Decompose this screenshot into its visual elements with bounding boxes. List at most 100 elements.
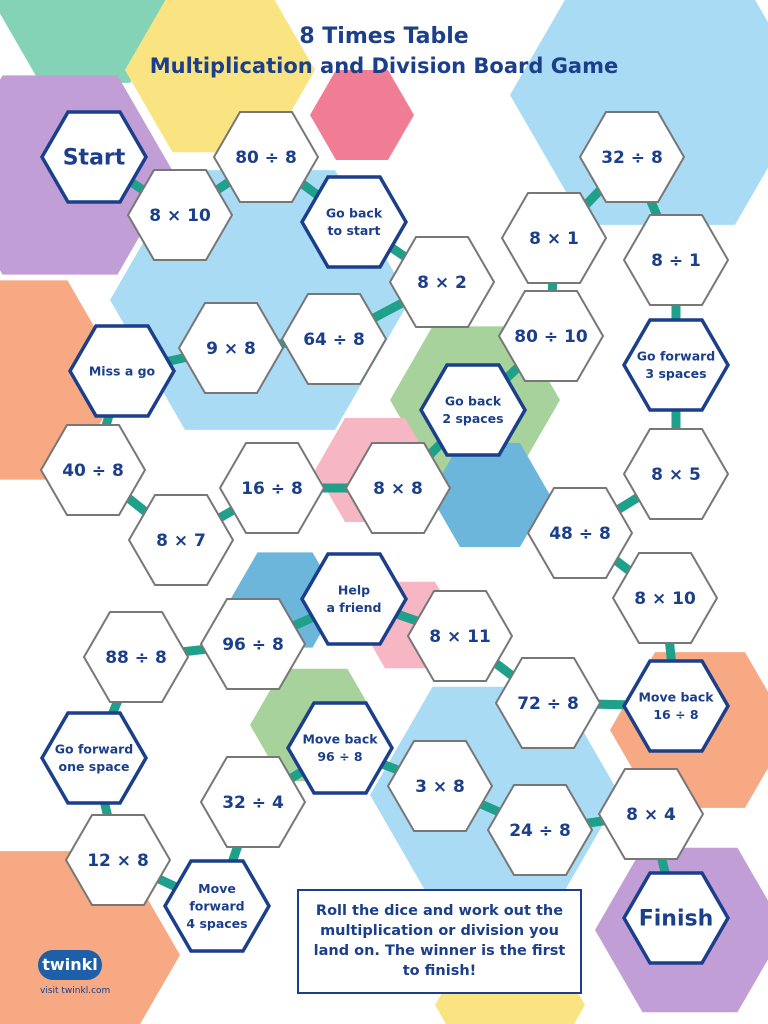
board-space: 8 × 10 bbox=[126, 169, 234, 261]
board-space: 96 ÷ 8 bbox=[199, 598, 307, 690]
space-label: Go back to start bbox=[326, 206, 383, 239]
space-hexagon bbox=[622, 214, 730, 306]
board-space: Move back 96 ÷ 8 bbox=[285, 701, 395, 795]
space-label: 80 ÷ 8 bbox=[235, 148, 297, 168]
space-label: Go back 2 spaces bbox=[442, 394, 503, 427]
board-space: 88 ÷ 8 bbox=[82, 611, 190, 703]
space-hexagon bbox=[162, 859, 272, 953]
space-label: 32 ÷ 8 bbox=[601, 148, 663, 168]
space-hexagon bbox=[418, 363, 528, 457]
board-space: 32 ÷ 4 bbox=[199, 756, 307, 848]
space-hexagon bbox=[64, 814, 172, 906]
space-label: 32 ÷ 4 bbox=[222, 793, 284, 813]
board-space: 8 × 1 bbox=[500, 192, 608, 284]
space-label: 80 ÷ 10 bbox=[514, 327, 588, 347]
board-space: 80 ÷ 10 bbox=[497, 290, 605, 382]
space-hexagon bbox=[486, 784, 594, 876]
board-space: 8 ÷ 1 bbox=[622, 214, 730, 306]
space-label: Finish bbox=[639, 907, 714, 932]
board-space: 24 ÷ 8 bbox=[486, 784, 594, 876]
space-label: 8 × 11 bbox=[429, 627, 491, 647]
space-label: 8 ÷ 1 bbox=[651, 251, 701, 271]
space-label: 3 × 8 bbox=[415, 777, 465, 797]
space-hexagon bbox=[67, 324, 177, 418]
board-space: 8 × 10 bbox=[611, 552, 719, 644]
board-space: 64 ÷ 8 bbox=[280, 293, 388, 385]
board-space: Go forward 3 spaces bbox=[621, 318, 731, 412]
board-space: Miss a go bbox=[67, 324, 177, 418]
board-space: Finish bbox=[621, 871, 731, 965]
board-space: Help a friend bbox=[299, 552, 409, 646]
board-space: 8 × 4 bbox=[597, 768, 705, 860]
space-label: Move back 96 ÷ 8 bbox=[302, 732, 378, 765]
space-label: 8 × 8 bbox=[373, 479, 423, 499]
space-label: Move back 16 ÷ 8 bbox=[638, 690, 714, 723]
board-space: 32 ÷ 8 bbox=[578, 111, 686, 203]
space-hexagon bbox=[386, 740, 494, 832]
space-hexagon bbox=[621, 318, 731, 412]
space-hexagon bbox=[621, 659, 731, 753]
space-hexagon bbox=[621, 871, 731, 965]
space-hexagon bbox=[299, 175, 409, 269]
space-label: Go forward one space bbox=[55, 742, 134, 775]
space-hexagon bbox=[344, 442, 452, 534]
board-space: 16 ÷ 8 bbox=[218, 442, 326, 534]
board-space: 12 × 8 bbox=[64, 814, 172, 906]
space-label: Start bbox=[63, 146, 126, 171]
board-space: 40 ÷ 8 bbox=[39, 424, 147, 516]
space-label: Move forward 4 spaces bbox=[186, 881, 247, 931]
board-space: 8 × 2 bbox=[388, 236, 496, 328]
space-hexagon bbox=[39, 424, 147, 516]
space-hexagon bbox=[218, 442, 326, 534]
space-hexagon bbox=[285, 701, 395, 795]
space-hexagon bbox=[497, 290, 605, 382]
board-space: 48 ÷ 8 bbox=[526, 487, 634, 579]
board-space: Go back 2 spaces bbox=[418, 363, 528, 457]
space-label: 12 × 8 bbox=[87, 851, 149, 871]
board-space: 8 × 5 bbox=[622, 428, 730, 520]
board-space: 80 ÷ 8 bbox=[212, 111, 320, 203]
space-label: 72 ÷ 8 bbox=[517, 694, 579, 714]
space-hexagon bbox=[280, 293, 388, 385]
bg-hexagon bbox=[430, 443, 550, 547]
space-label: 40 ÷ 8 bbox=[62, 461, 124, 481]
space-label: 8 × 10 bbox=[634, 589, 696, 609]
space-hexagon bbox=[39, 711, 149, 805]
space-hexagon bbox=[406, 590, 514, 682]
space-hexagon bbox=[39, 110, 149, 204]
space-label: 8 × 2 bbox=[417, 273, 467, 293]
space-hexagon bbox=[199, 598, 307, 690]
space-hexagon bbox=[611, 552, 719, 644]
title-line-1: 8 Times Table bbox=[299, 24, 469, 49]
space-hexagon bbox=[526, 487, 634, 579]
space-hexagon bbox=[622, 428, 730, 520]
space-label: 24 ÷ 8 bbox=[509, 821, 571, 841]
twinkl-logo: twinkl bbox=[38, 950, 102, 980]
space-hexagon bbox=[578, 111, 686, 203]
space-hexagon bbox=[500, 192, 608, 284]
space-label: 64 ÷ 8 bbox=[303, 330, 365, 350]
board-space: 8 × 11 bbox=[406, 590, 514, 682]
board-space: 3 × 8 bbox=[386, 740, 494, 832]
bg-hexagon bbox=[310, 70, 414, 160]
space-label: Go forward 3 spaces bbox=[637, 349, 716, 382]
space-hexagon bbox=[127, 494, 235, 586]
space-label: 9 × 8 bbox=[206, 339, 256, 359]
board-space: Move back 16 ÷ 8 bbox=[621, 659, 731, 753]
space-hexagon bbox=[212, 111, 320, 203]
space-label: Miss a go bbox=[89, 363, 156, 378]
space-label: Help a friend bbox=[327, 583, 382, 616]
space-hexagon bbox=[597, 768, 705, 860]
board-space: Go forward one space bbox=[39, 711, 149, 805]
space-label: 8 × 5 bbox=[651, 465, 701, 485]
board-space: 72 ÷ 8 bbox=[494, 657, 602, 749]
twinkl-url: visit twinkl.com bbox=[40, 986, 111, 996]
board-space: Start bbox=[39, 110, 149, 204]
space-hexagon bbox=[299, 552, 409, 646]
board-space: Move forward 4 spaces bbox=[162, 859, 272, 953]
space-label: 88 ÷ 8 bbox=[105, 648, 167, 668]
board-space: 8 × 8 bbox=[344, 442, 452, 534]
board-spaces: Start 8 × 10 80 ÷ 8 Go back to start 8 × 2 64 … bbox=[39, 110, 731, 965]
space-hexagon bbox=[126, 169, 234, 261]
